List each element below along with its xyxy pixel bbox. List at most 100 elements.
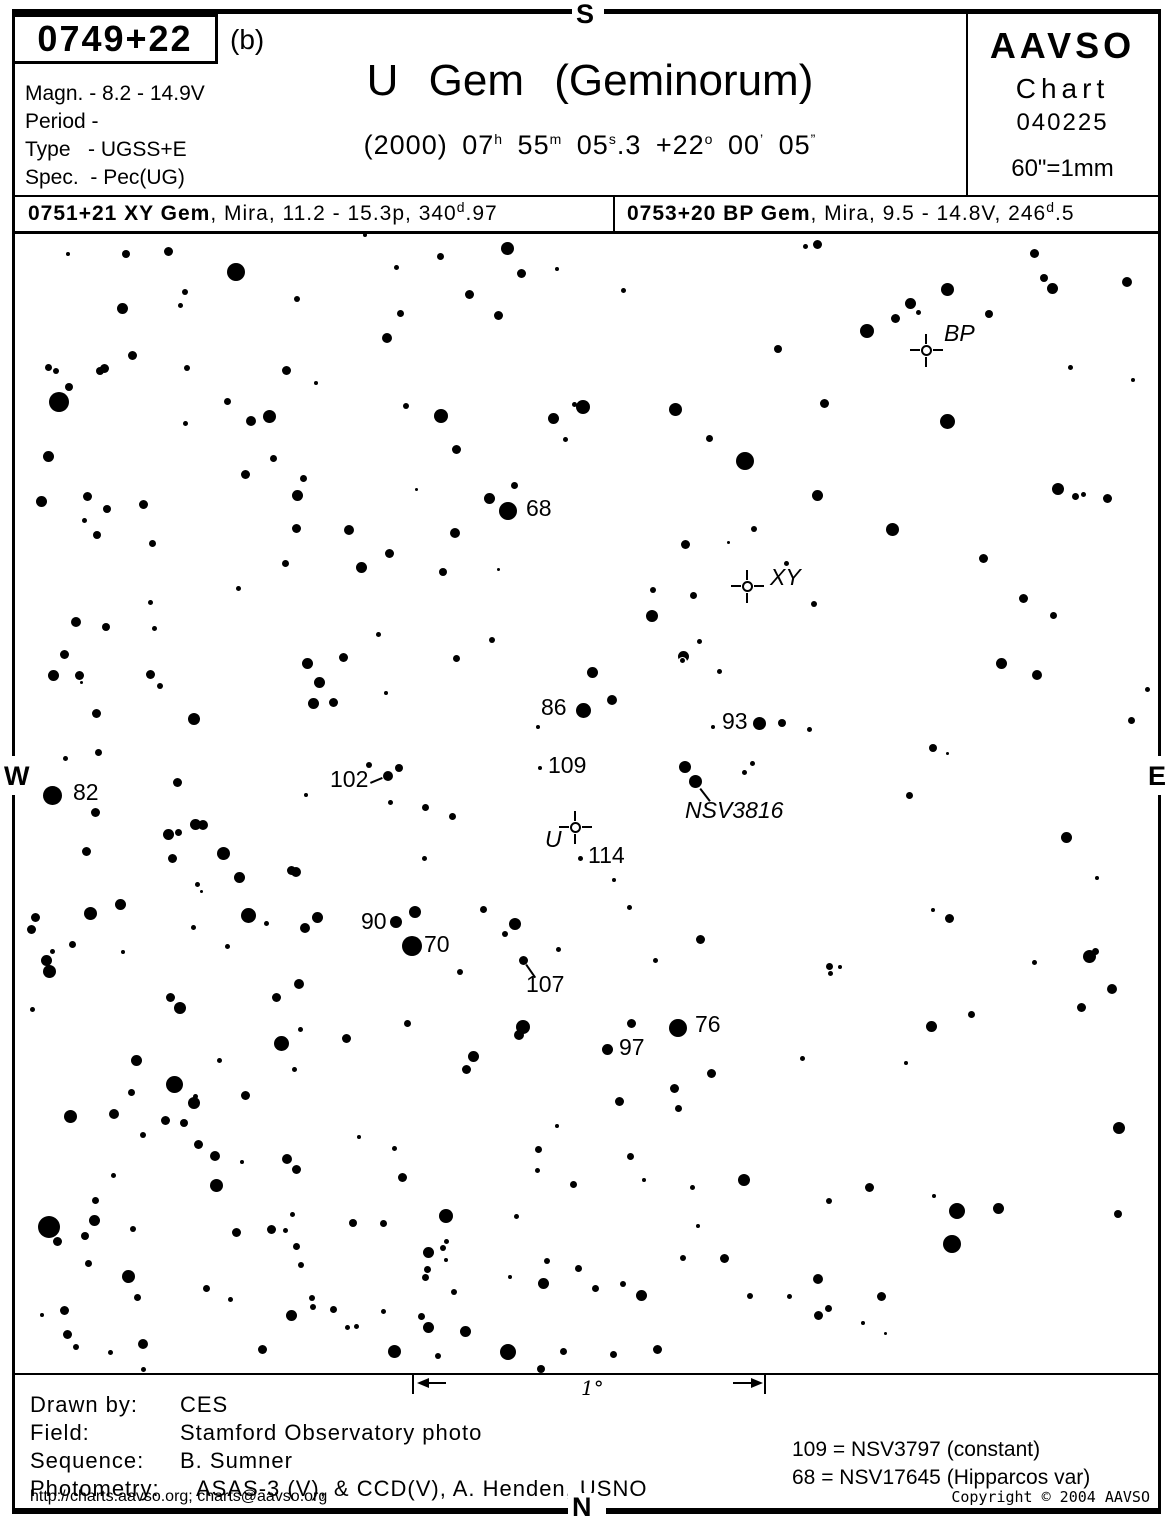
star-dot — [620, 287, 626, 293]
star-dot — [62, 755, 68, 761]
footer-sequence-label: Sequence: — [30, 1448, 145, 1473]
star-label: NSV3816 — [685, 797, 784, 823]
star-dot — [344, 525, 354, 535]
star-dot — [421, 855, 427, 861]
star-dot — [59, 649, 69, 659]
footer-field-label: Field: — [30, 1420, 90, 1445]
star-dot — [1052, 483, 1064, 495]
comp-right: 0753+20 BP Gem, Mira, 9.5 - 14.8V, 246d.… — [627, 199, 1075, 225]
star-dot — [1067, 364, 1073, 370]
star-dot — [313, 676, 325, 688]
star-dot — [403, 403, 409, 409]
star-dot — [435, 1353, 441, 1359]
star-dot — [289, 1211, 295, 1217]
star-dot — [240, 907, 256, 923]
star-dot — [73, 1344, 79, 1350]
star-dot — [452, 654, 460, 662]
star-dot — [812, 239, 822, 249]
compass-west: W — [0, 762, 34, 791]
marker-tick — [559, 826, 569, 828]
star-dot — [609, 1350, 617, 1358]
star-dot — [281, 559, 289, 567]
star-dot — [555, 946, 561, 952]
star-dot — [677, 650, 689, 662]
star-dot — [642, 1178, 646, 1182]
star-dot — [291, 1164, 301, 1174]
star-dot — [537, 1365, 545, 1373]
star-dot — [130, 1054, 142, 1066]
star-dot — [774, 345, 782, 353]
star-dot — [1076, 1002, 1086, 1012]
star-dot — [199, 889, 203, 893]
star-dot — [978, 553, 988, 563]
star-dot — [726, 540, 730, 544]
star-dot — [813, 1310, 823, 1320]
star-dot — [680, 1255, 686, 1261]
scale-tick-left — [412, 1375, 414, 1394]
star-dot — [349, 1219, 357, 1227]
star-dot — [932, 1194, 936, 1198]
star-dot — [395, 764, 403, 772]
star-dot — [940, 282, 954, 296]
star-dot — [450, 528, 460, 538]
star-dot — [904, 1061, 908, 1065]
star-dot — [198, 820, 208, 830]
star-dot — [396, 309, 404, 317]
star-dot — [1095, 876, 1099, 880]
star-dot — [547, 412, 559, 424]
star-dot — [148, 539, 156, 547]
star-dot — [1113, 1122, 1125, 1134]
scale-tick-right — [764, 1375, 766, 1394]
star-dot — [127, 1088, 135, 1096]
star-dot — [379, 1219, 387, 1227]
star-dot — [669, 1019, 687, 1037]
star-dot — [827, 970, 833, 976]
star-dot — [291, 489, 303, 501]
star-dot — [65, 383, 73, 391]
star-label: 107 — [526, 971, 565, 997]
star-dot — [439, 568, 447, 576]
top-border-right — [604, 9, 1161, 14]
star-dot — [49, 948, 55, 954]
star-dot — [355, 561, 367, 573]
star-dot — [116, 302, 128, 314]
star-dot — [711, 725, 715, 729]
star-dot — [1071, 492, 1079, 500]
star-dot — [387, 1344, 401, 1358]
star-label: BP — [944, 320, 975, 346]
star-dot — [571, 401, 577, 407]
star-dot — [749, 760, 755, 766]
marker-tick — [910, 349, 920, 351]
star-label: U — [545, 826, 562, 852]
star-dot — [689, 591, 697, 599]
star-dot — [1107, 984, 1117, 994]
right-border-upper — [1158, 9, 1161, 756]
star-dot — [929, 744, 937, 752]
star-dot — [304, 793, 308, 797]
star-dot — [695, 934, 705, 944]
star-dot — [94, 748, 102, 756]
scale-arrow-left-icon — [417, 1378, 429, 1388]
star-dot — [216, 1057, 222, 1063]
star-dot — [601, 1043, 613, 1055]
star-dot — [544, 1258, 550, 1264]
star-dot — [271, 992, 281, 1002]
leader-line — [370, 777, 383, 784]
star-dot — [42, 450, 54, 462]
star-dot — [423, 1265, 431, 1273]
star-dot — [451, 444, 461, 454]
info-period: Period - — [25, 110, 99, 133]
star-dot — [509, 918, 521, 930]
star-dot — [189, 818, 201, 830]
footer-drawnby-label: Drawn by: — [30, 1392, 139, 1417]
star-dot — [273, 1035, 289, 1051]
star-dot — [138, 499, 148, 509]
star-label: 70 — [424, 931, 450, 957]
star-dot — [301, 657, 313, 669]
star-dot — [391, 1145, 397, 1151]
star-dot — [223, 397, 231, 405]
star-dot — [140, 1132, 146, 1138]
star-dot — [811, 489, 823, 501]
star-dot — [269, 454, 277, 462]
